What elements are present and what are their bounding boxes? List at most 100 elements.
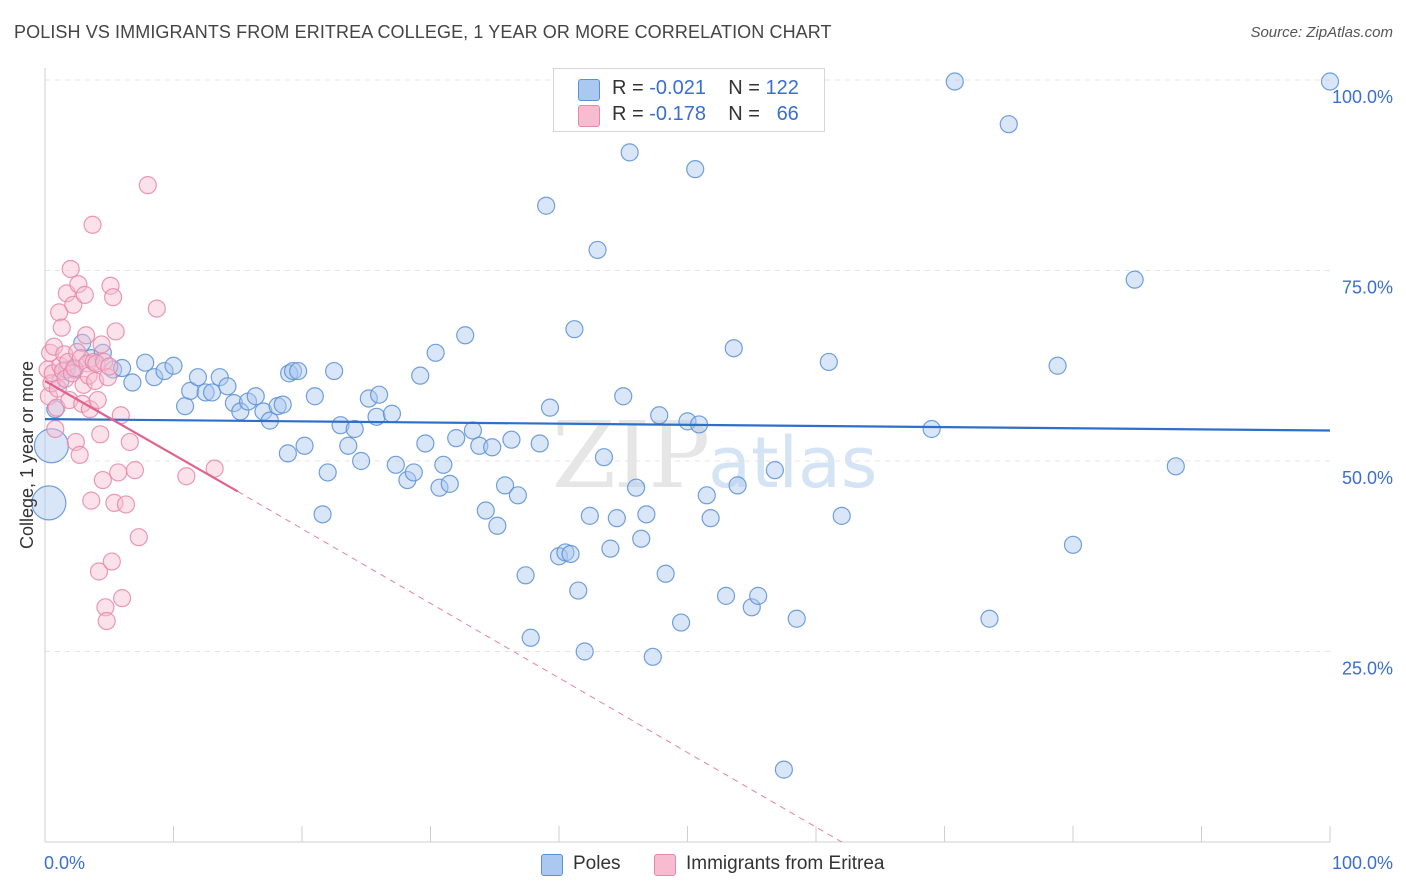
poles-point (382, 404, 402, 423)
eritrea-point (96, 598, 115, 617)
poles-point (922, 419, 941, 439)
poles-point (273, 395, 292, 414)
r-value: -0.178 (649, 103, 706, 125)
poles-point (1063, 535, 1083, 554)
eritrea-point (91, 425, 110, 444)
n-label: N = (728, 77, 760, 99)
source-label: Source: ZipAtlas.com (1250, 24, 1393, 41)
poles-point (697, 486, 716, 505)
poles-point (305, 387, 324, 406)
poles-point (188, 368, 208, 387)
poles-point (145, 368, 164, 387)
legend-label-eritrea: Immigrants from Eritrea (686, 853, 885, 874)
poles-point (404, 463, 423, 482)
eritrea-point (125, 461, 145, 480)
poles-point (210, 368, 229, 387)
eritrea-point (104, 288, 123, 307)
poles-point (565, 320, 584, 339)
stats-text-poles: R = -0.021 N = 122 (612, 77, 799, 100)
eritrea-point (116, 495, 136, 514)
poles-point (561, 544, 580, 564)
poles-point (774, 760, 793, 779)
r-value: -0.021 (649, 77, 706, 99)
poles-point (516, 566, 535, 585)
eritrea-point (120, 432, 139, 452)
poles-point (508, 486, 527, 505)
eritrea-trend-line (44, 380, 239, 493)
eritrea-point (106, 322, 125, 341)
poles-point (650, 406, 669, 425)
poles-point (246, 387, 265, 406)
eritrea-point (92, 335, 111, 354)
poles-point (1048, 356, 1067, 375)
stats-text-eritrea: R = -0.178 N = 66 (612, 103, 799, 126)
eritrea-point (147, 299, 166, 318)
eritrea-point (138, 176, 157, 195)
legend-label-poles: Poles (573, 853, 621, 874)
eritrea-point (93, 470, 112, 490)
poles-point (1166, 457, 1185, 476)
poles-point (787, 609, 806, 628)
eritrea-point (82, 491, 101, 510)
poles-point (398, 470, 417, 490)
eritrea-trend-extension (237, 491, 842, 843)
poles-point (643, 647, 662, 666)
poles-point (196, 383, 215, 402)
poles-point (426, 343, 445, 362)
eritrea-point (74, 375, 93, 394)
poles-point (632, 529, 651, 548)
y-tick-label: 100.0% (1332, 87, 1393, 107)
watermark: ZIPatlas (552, 402, 877, 509)
poles-point (155, 361, 174, 381)
eritrea-point (70, 445, 89, 465)
poles-point (416, 434, 435, 453)
poles-point (537, 196, 556, 215)
tick-labels: 25.0% 50.0% 75.0% 100.0% 0.0% 100.0% (44, 87, 1393, 873)
poles-point (295, 436, 314, 455)
watermark-atlas: atlas (708, 422, 878, 504)
poles-point (434, 455, 453, 474)
poles-point (637, 505, 656, 524)
stats-legend: R = -0.021 N = 122 R = -0.178 N = 66 (553, 68, 825, 132)
poles-point (588, 240, 607, 260)
eritrea-point (61, 259, 80, 279)
eritrea-point (89, 562, 109, 581)
eritrea-swatch (578, 105, 600, 127)
eritrea-point (177, 467, 196, 486)
r-label: R = (612, 77, 644, 99)
eritrea-legend-swatch (654, 854, 676, 876)
poles-point (742, 598, 761, 617)
poles-point (614, 387, 633, 406)
poles-point (521, 628, 540, 647)
eritrea-point (109, 463, 128, 482)
eritrea-point (64, 295, 83, 314)
poles-point (580, 506, 599, 525)
poles-point (575, 642, 594, 661)
eritrea-point (77, 326, 96, 345)
poles-point (495, 476, 515, 495)
poles-point (728, 476, 747, 495)
poles-point (136, 353, 155, 372)
poles-point (456, 326, 475, 345)
poles-point (325, 361, 344, 381)
y-tick-label: 50.0% (1342, 468, 1393, 488)
series-legend: Poles Immigrants from Eritrea (0, 852, 1406, 880)
eritrea-point (83, 215, 102, 234)
poles-point (980, 609, 999, 628)
n-label: N = (728, 103, 760, 125)
y-axis-label: College, 1 year or more (17, 361, 37, 549)
eritrea-point (105, 493, 124, 513)
poles-point (123, 373, 142, 392)
poles-point (31, 485, 67, 521)
poles-point (819, 352, 838, 372)
eritrea-point (97, 611, 116, 631)
eritrea-points (38, 176, 224, 631)
chart-title: POLISH VS IMMIGRANTS FROM ERITREA COLLEG… (14, 22, 832, 42)
axes (44, 68, 1331, 843)
poles-point (607, 509, 626, 528)
poles-point (313, 505, 332, 524)
poles-point (386, 455, 405, 474)
eritrea-point (129, 528, 148, 547)
poles-point (345, 419, 364, 439)
poles-point (175, 397, 195, 416)
